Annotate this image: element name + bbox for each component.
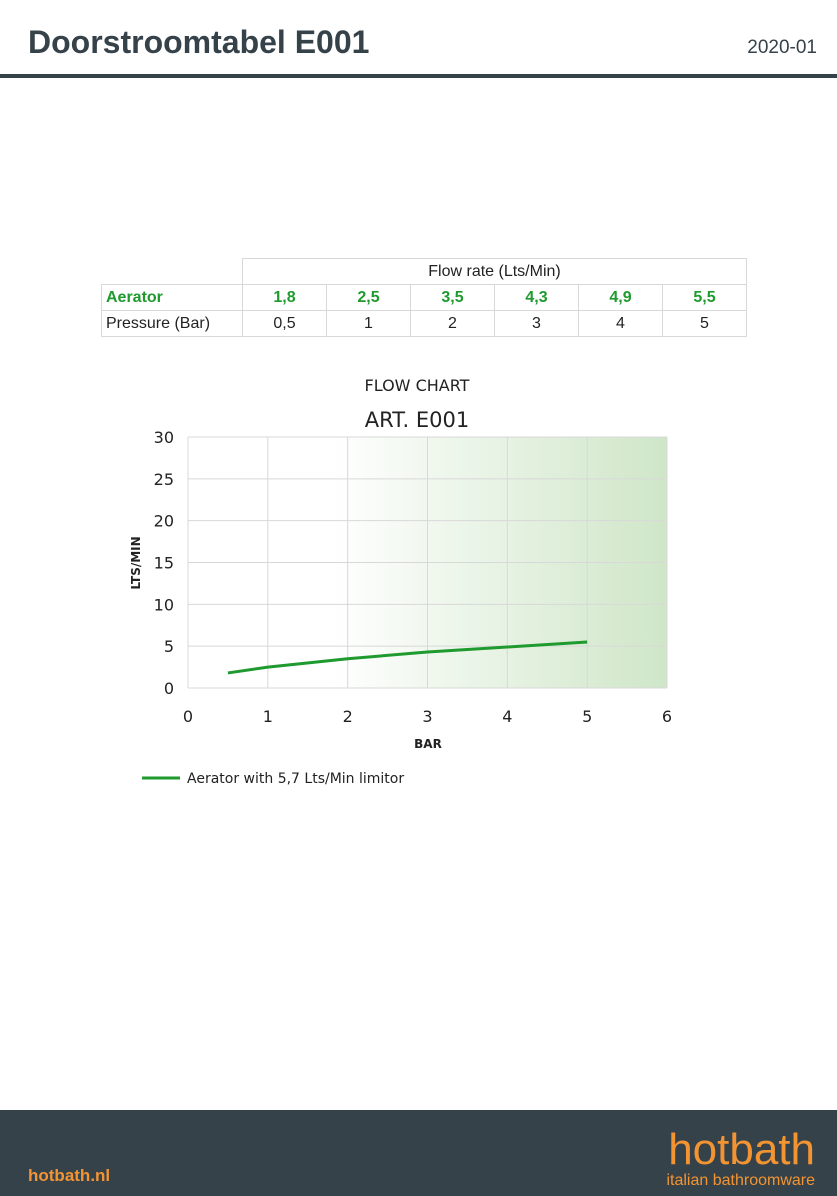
table-header-row: Flow rate (Lts/Min) <box>101 258 747 285</box>
y-tick-label: 0 <box>164 679 174 698</box>
table-cell: 4,9 <box>578 284 663 311</box>
y-tick-label: 10 <box>154 595 174 614</box>
x-tick-label: 5 <box>582 707 592 726</box>
row-label: Aerator <box>101 284 243 311</box>
table-cell: 4 <box>578 310 663 337</box>
x-tick-label: 4 <box>502 707 512 726</box>
x-tick-label: 3 <box>422 707 432 726</box>
table-cell: 5 <box>662 310 747 337</box>
table-cell: 1,8 <box>242 284 327 311</box>
flow-rate-table: Flow rate (Lts/Min) Aerator 1,8 2,5 3,5 … <box>101 258 747 337</box>
y-tick-label: 5 <box>164 637 174 656</box>
table-cell: 2,5 <box>326 284 411 311</box>
x-tick-label: 6 <box>662 707 672 726</box>
x-tick-label: 0 <box>183 707 193 726</box>
chart-title: FLOW CHART <box>365 376 470 395</box>
y-tick-label: 15 <box>154 554 174 573</box>
table-cell: 5,5 <box>662 284 747 311</box>
y-tick-label: 20 <box>154 512 174 531</box>
y-tick-label: 30 <box>154 428 174 447</box>
chart-subtitle: ART. E001 <box>365 408 469 432</box>
page-title: Doorstroomtabel E001 <box>28 24 370 60</box>
series-line <box>227 640 588 675</box>
document-date: 2020-01 <box>747 37 817 58</box>
brand-logo: hotbath <box>668 1125 815 1174</box>
x-tick-label: 2 <box>343 707 353 726</box>
x-axis-label: BAR <box>414 737 442 751</box>
x-tick-label: 1 <box>263 707 273 726</box>
table-cell: 1 <box>326 310 411 337</box>
y-axis-label: LTS/MIN <box>129 536 143 589</box>
table-cell: 3 <box>494 310 579 337</box>
website-link[interactable]: hotbath.nl <box>28 1166 111 1185</box>
flow-chart: FLOW CHART ART. E001 0 5 10 15 20 25 30 0 1 2 3 4 5 6… <box>129 376 672 787</box>
legend-label: Aerator with 5,7 Lts/Min limitor <box>187 771 404 787</box>
footer: hotbath.nl hotbath italian bathroomware <box>0 1110 837 1196</box>
header-divider <box>0 74 837 78</box>
row-label: Pressure (Bar) <box>101 310 243 337</box>
table-cell: 4,3 <box>494 284 579 311</box>
table-cell: 2 <box>410 310 495 337</box>
table-row: Pressure (Bar) 0,5 1 2 3 4 5 <box>101 310 747 337</box>
table-cell: 3,5 <box>410 284 495 311</box>
brand-tagline: italian bathroomware <box>666 1172 815 1189</box>
table-header: Flow rate (Lts/Min) <box>242 258 747 285</box>
table-cell: 0,5 <box>242 310 327 337</box>
table-row: Aerator 1,8 2,5 3,5 4,3 4,9 5,5 <box>101 284 747 311</box>
y-tick-label: 25 <box>154 470 174 489</box>
